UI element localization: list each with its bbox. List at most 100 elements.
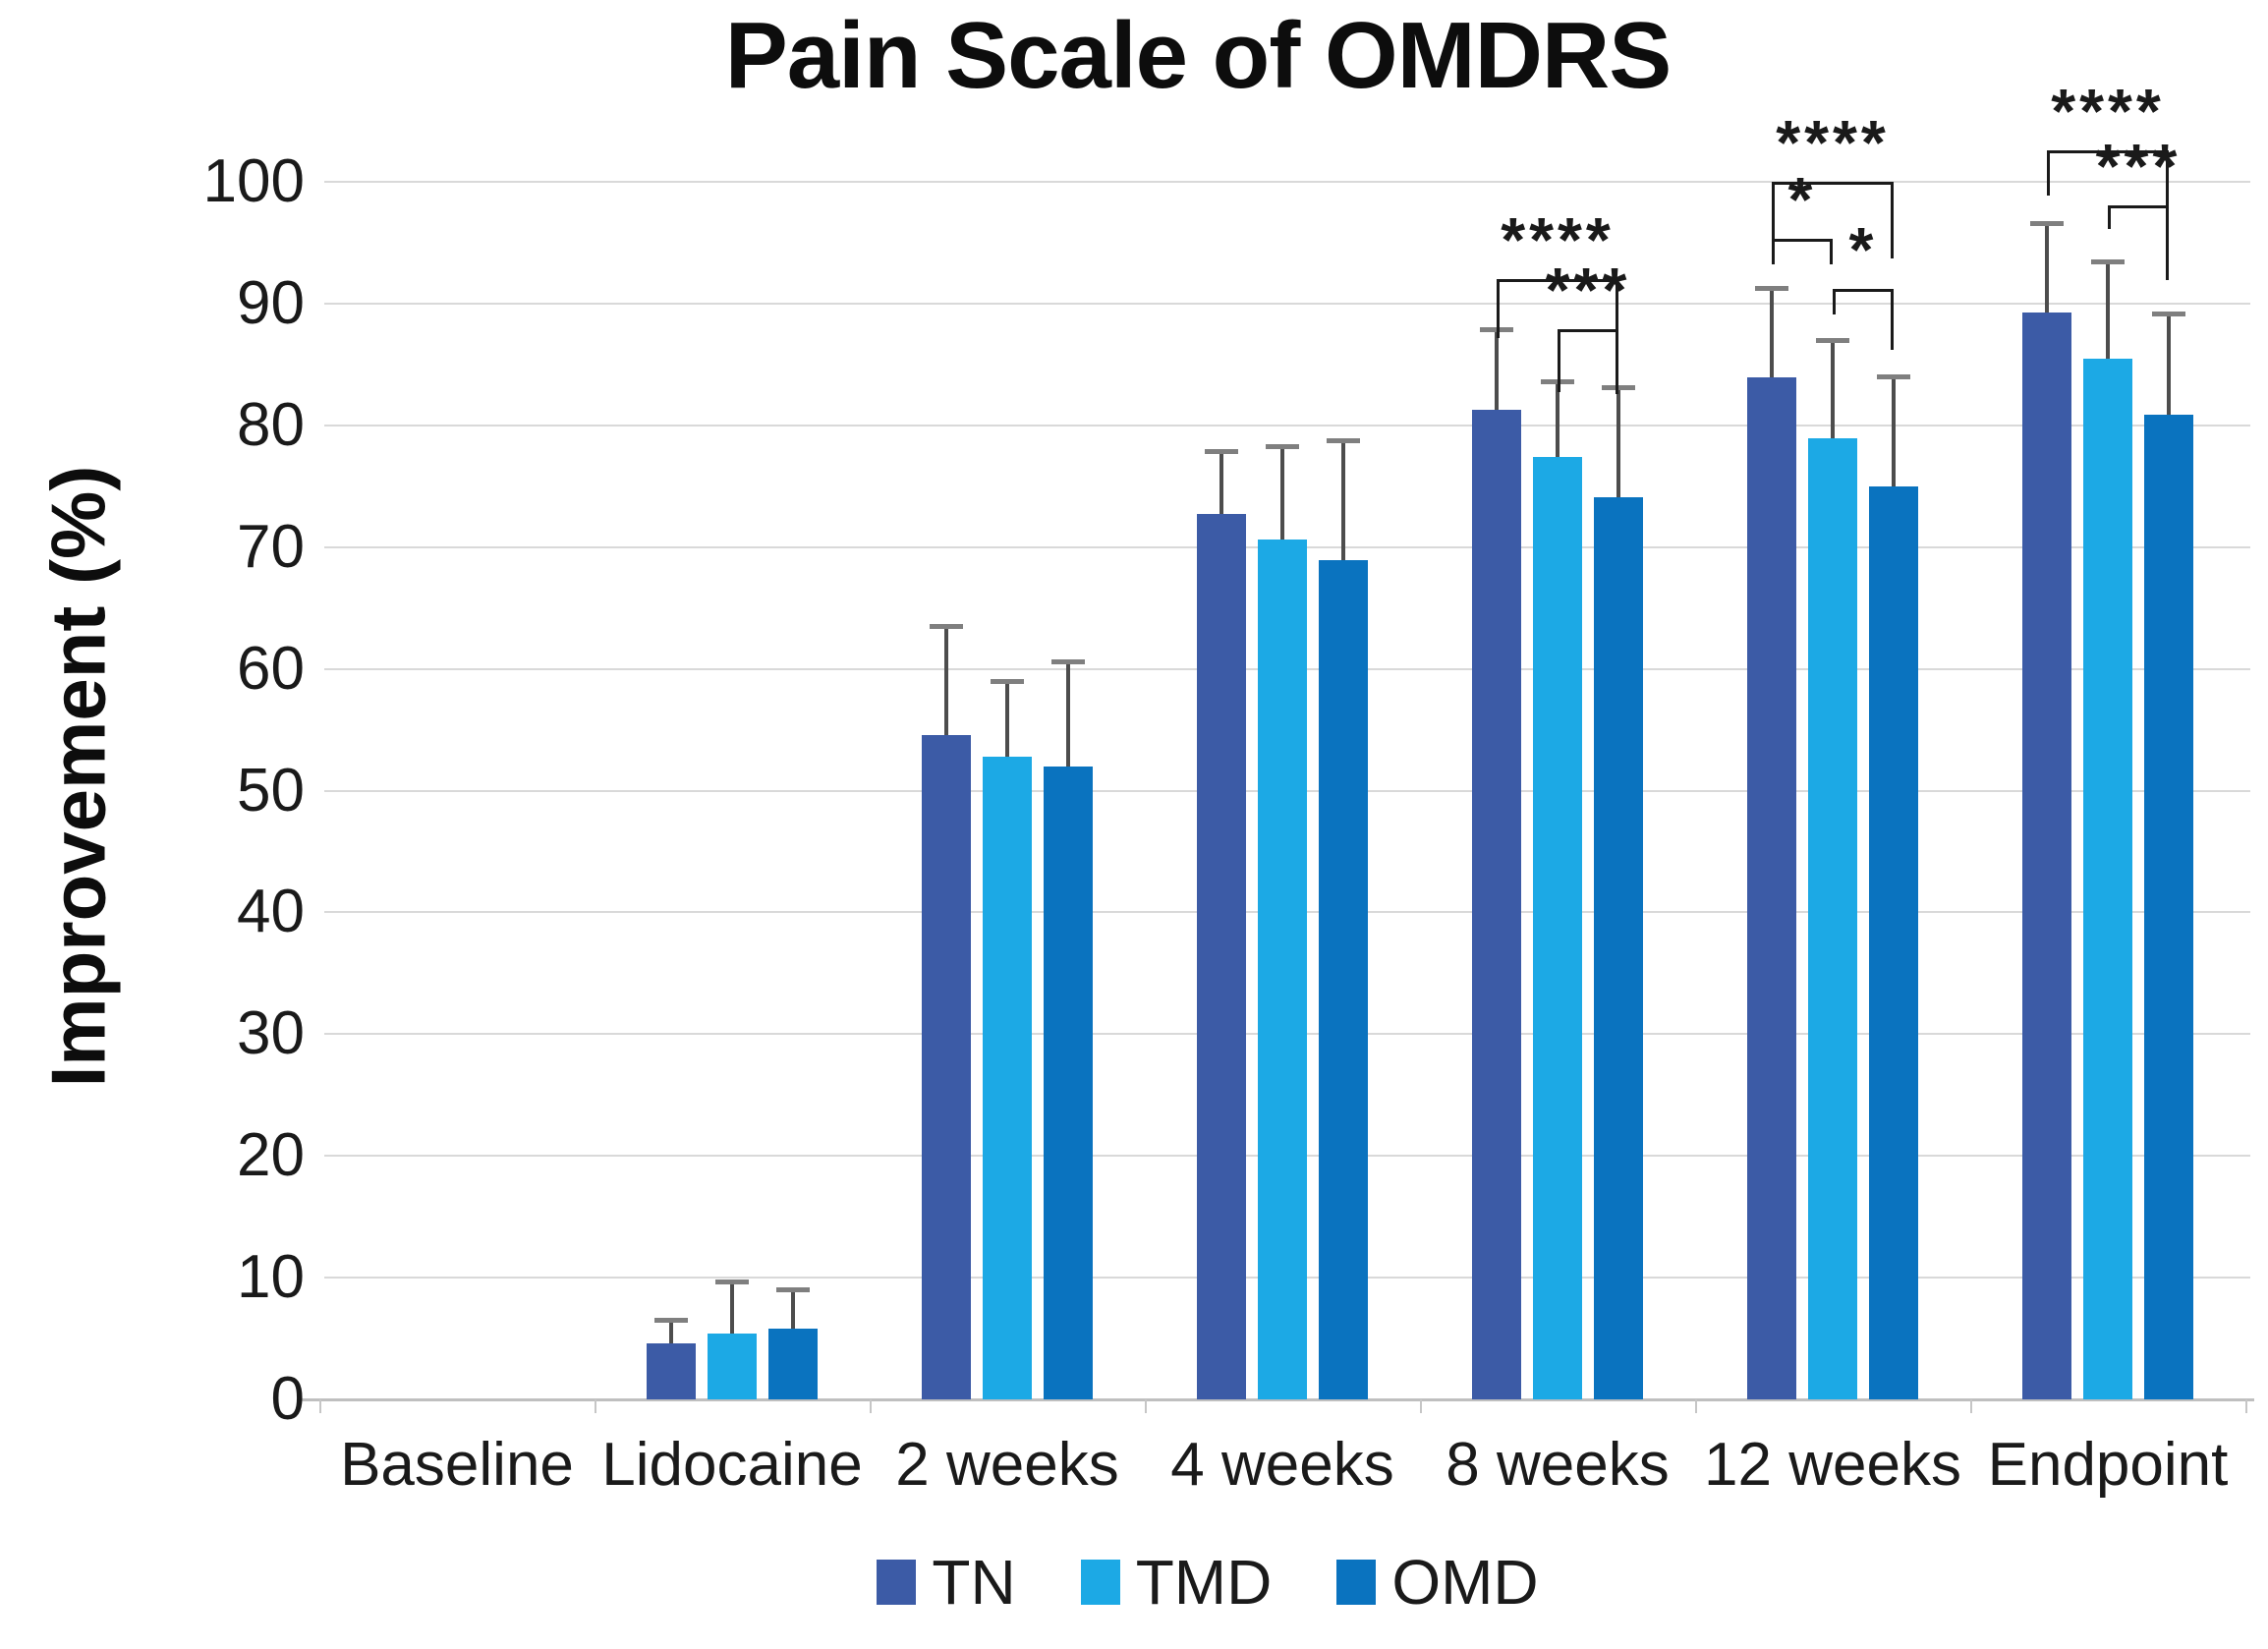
legend-item-tn: TN xyxy=(877,1547,1016,1618)
error-cap-tn-4-weeks xyxy=(1205,448,1238,454)
bar-omd-8-weeks xyxy=(1594,496,1643,1399)
x-axis-label-8-weeks: 8 weeks xyxy=(1446,1431,1670,1499)
x-axis-tick xyxy=(1970,1399,1972,1413)
error-cap-tmd-2-weeks xyxy=(991,678,1024,684)
sig-8-weeks-tn-omd-stars: **** xyxy=(1501,204,1615,276)
error-bar-omd-8-weeks xyxy=(1616,387,1620,497)
y-axis-tick-10: 10 xyxy=(237,1243,305,1312)
legend-label-tmd: TMD xyxy=(1135,1547,1273,1618)
error-bar-omd-2-weeks xyxy=(1066,661,1070,767)
error-cap-tn-lidocaine xyxy=(654,1318,688,1324)
y-axis-tick-20: 20 xyxy=(237,1121,305,1190)
x-axis-tick xyxy=(2245,1399,2247,1413)
x-axis-tick xyxy=(1695,1399,1697,1413)
y-axis-tick-90: 90 xyxy=(237,268,305,337)
error-bar-tmd-4-weeks xyxy=(1280,445,1284,540)
bar-omd-lidocaine xyxy=(768,1329,818,1399)
bar-tmd-endpoint xyxy=(2083,358,2132,1399)
sig-endpoint-tn-omd-bracket-left xyxy=(2047,149,2050,196)
y-axis-tick-100: 100 xyxy=(202,147,305,215)
sig-12-weeks-tn-omd-stars: **** xyxy=(1776,107,1890,178)
sig-8-weeks-tn-omd-bracket xyxy=(1497,279,1618,283)
x-axis-label-4-weeks: 4 weeks xyxy=(1170,1431,1394,1499)
sig-12-weeks-tn-tmd-stars: * xyxy=(1787,164,1817,236)
sig-12-weeks-tn-tmd-bracket xyxy=(1772,239,1833,243)
error-bar-tmd-endpoint xyxy=(2106,260,2110,359)
error-bar-tn-4-weeks xyxy=(1219,450,1223,515)
error-cap-tn-endpoint xyxy=(2030,221,2064,227)
y-axis-tick-40: 40 xyxy=(237,878,305,946)
x-axis-tick xyxy=(319,1399,321,1413)
error-bar-tn-12-weeks xyxy=(1770,287,1774,378)
error-cap-omd-endpoint xyxy=(2152,311,2185,316)
sig-12-weeks-tmd-omd-bracket-right xyxy=(1891,289,1894,351)
bar-omd-2-weeks xyxy=(1044,766,1093,1399)
x-axis-tick xyxy=(1420,1399,1422,1413)
bar-tn-8-weeks xyxy=(1472,409,1521,1399)
error-cap-tmd-lidocaine xyxy=(715,1279,749,1284)
error-bar-tn-endpoint xyxy=(2045,223,2049,313)
error-bar-tmd-8-weeks xyxy=(1556,381,1559,457)
sig-12-weeks-tmd-omd-bracket-left xyxy=(1833,289,1836,315)
bar-tmd-12-weeks xyxy=(1808,438,1857,1399)
sig-8-weeks-tmd-omd-bracket-right xyxy=(1616,328,1618,390)
gridline-100 xyxy=(324,181,2250,183)
x-axis-tick xyxy=(1145,1399,1147,1413)
x-axis-label-endpoint: Endpoint xyxy=(1987,1431,2229,1499)
y-axis-tick-30: 30 xyxy=(237,999,305,1068)
sig-8-weeks-tmd-omd-stars: *** xyxy=(1545,254,1631,325)
gridline-80 xyxy=(324,424,2250,426)
x-axis-label-baseline: Baseline xyxy=(340,1431,574,1499)
bar-tn-lidocaine xyxy=(647,1343,696,1399)
error-cap-tn-2-weeks xyxy=(930,624,963,630)
y-axis-tick-80: 80 xyxy=(237,390,305,459)
x-axis-label-lidocaine: Lidocaine xyxy=(601,1431,863,1499)
error-cap-omd-8-weeks xyxy=(1602,385,1635,391)
error-bar-tmd-lidocaine xyxy=(730,1280,734,1335)
error-bar-tn-lidocaine xyxy=(669,1320,673,1343)
error-bar-omd-12-weeks xyxy=(1892,376,1896,486)
bar-tn-2-weeks xyxy=(922,734,971,1399)
sig-12-weeks-tn-omd-bracket-right xyxy=(1891,182,1894,258)
legend-item-tmd: TMD xyxy=(1080,1547,1273,1618)
chart-title: Pain Scale of OMDRS xyxy=(724,3,1673,108)
error-cap-tmd-endpoint xyxy=(2091,258,2125,264)
bar-omd-12-weeks xyxy=(1869,485,1918,1399)
x-axis-line xyxy=(297,1398,2254,1401)
sig-endpoint-tn-omd-stars: **** xyxy=(2051,75,2165,146)
x-axis-tick xyxy=(870,1399,872,1413)
error-bar-tmd-2-weeks xyxy=(1005,680,1009,757)
y-axis-tick-70: 70 xyxy=(237,512,305,581)
sig-endpoint-tmd-omd-bracket-left xyxy=(2108,204,2111,229)
bar-tn-12-weeks xyxy=(1747,377,1796,1399)
error-bar-omd-endpoint xyxy=(2167,313,2171,415)
error-bar-omd-lidocaine xyxy=(791,1289,795,1330)
error-cap-omd-2-weeks xyxy=(1051,659,1085,665)
sig-endpoint-tmd-omd-bracket-right xyxy=(2166,204,2169,280)
sig-8-weeks-tn-omd-bracket-left xyxy=(1497,279,1500,339)
sig-endpoint-tn-omd-bracket xyxy=(2047,149,2169,153)
bar-omd-endpoint xyxy=(2144,414,2193,1399)
legend-swatch-tmd xyxy=(1080,1560,1120,1605)
bar-tmd-8-weeks xyxy=(1533,457,1582,1399)
sig-12-weeks-tn-omd-bracket-left xyxy=(1772,182,1775,256)
error-cap-tn-12-weeks xyxy=(1755,285,1788,291)
bar-tmd-lidocaine xyxy=(708,1334,757,1399)
bar-tmd-4-weeks xyxy=(1258,540,1307,1399)
sig-12-weeks-tn-tmd-bracket-right xyxy=(1830,239,1833,265)
gridline-90 xyxy=(324,302,2250,305)
error-cap-omd-lidocaine xyxy=(776,1287,810,1293)
sig-12-weeks-tn-tmd-bracket-left xyxy=(1772,239,1775,265)
legend-item-omd: OMD xyxy=(1336,1551,1539,1614)
error-cap-tmd-4-weeks xyxy=(1266,443,1299,449)
bar-omd-4-weeks xyxy=(1319,560,1368,1399)
error-cap-omd-12-weeks xyxy=(1877,374,1910,380)
sig-endpoint-tmd-omd-bracket xyxy=(2108,204,2169,208)
error-cap-tmd-12-weeks xyxy=(1816,338,1849,344)
sig-8-weeks-tmd-omd-bracket-left xyxy=(1558,328,1560,392)
bar-tmd-2-weeks xyxy=(983,756,1032,1399)
y-axis-tick-60: 60 xyxy=(237,634,305,703)
legend-label-tn: TN xyxy=(932,1547,1016,1618)
error-bar-tn-8-weeks xyxy=(1495,328,1499,410)
